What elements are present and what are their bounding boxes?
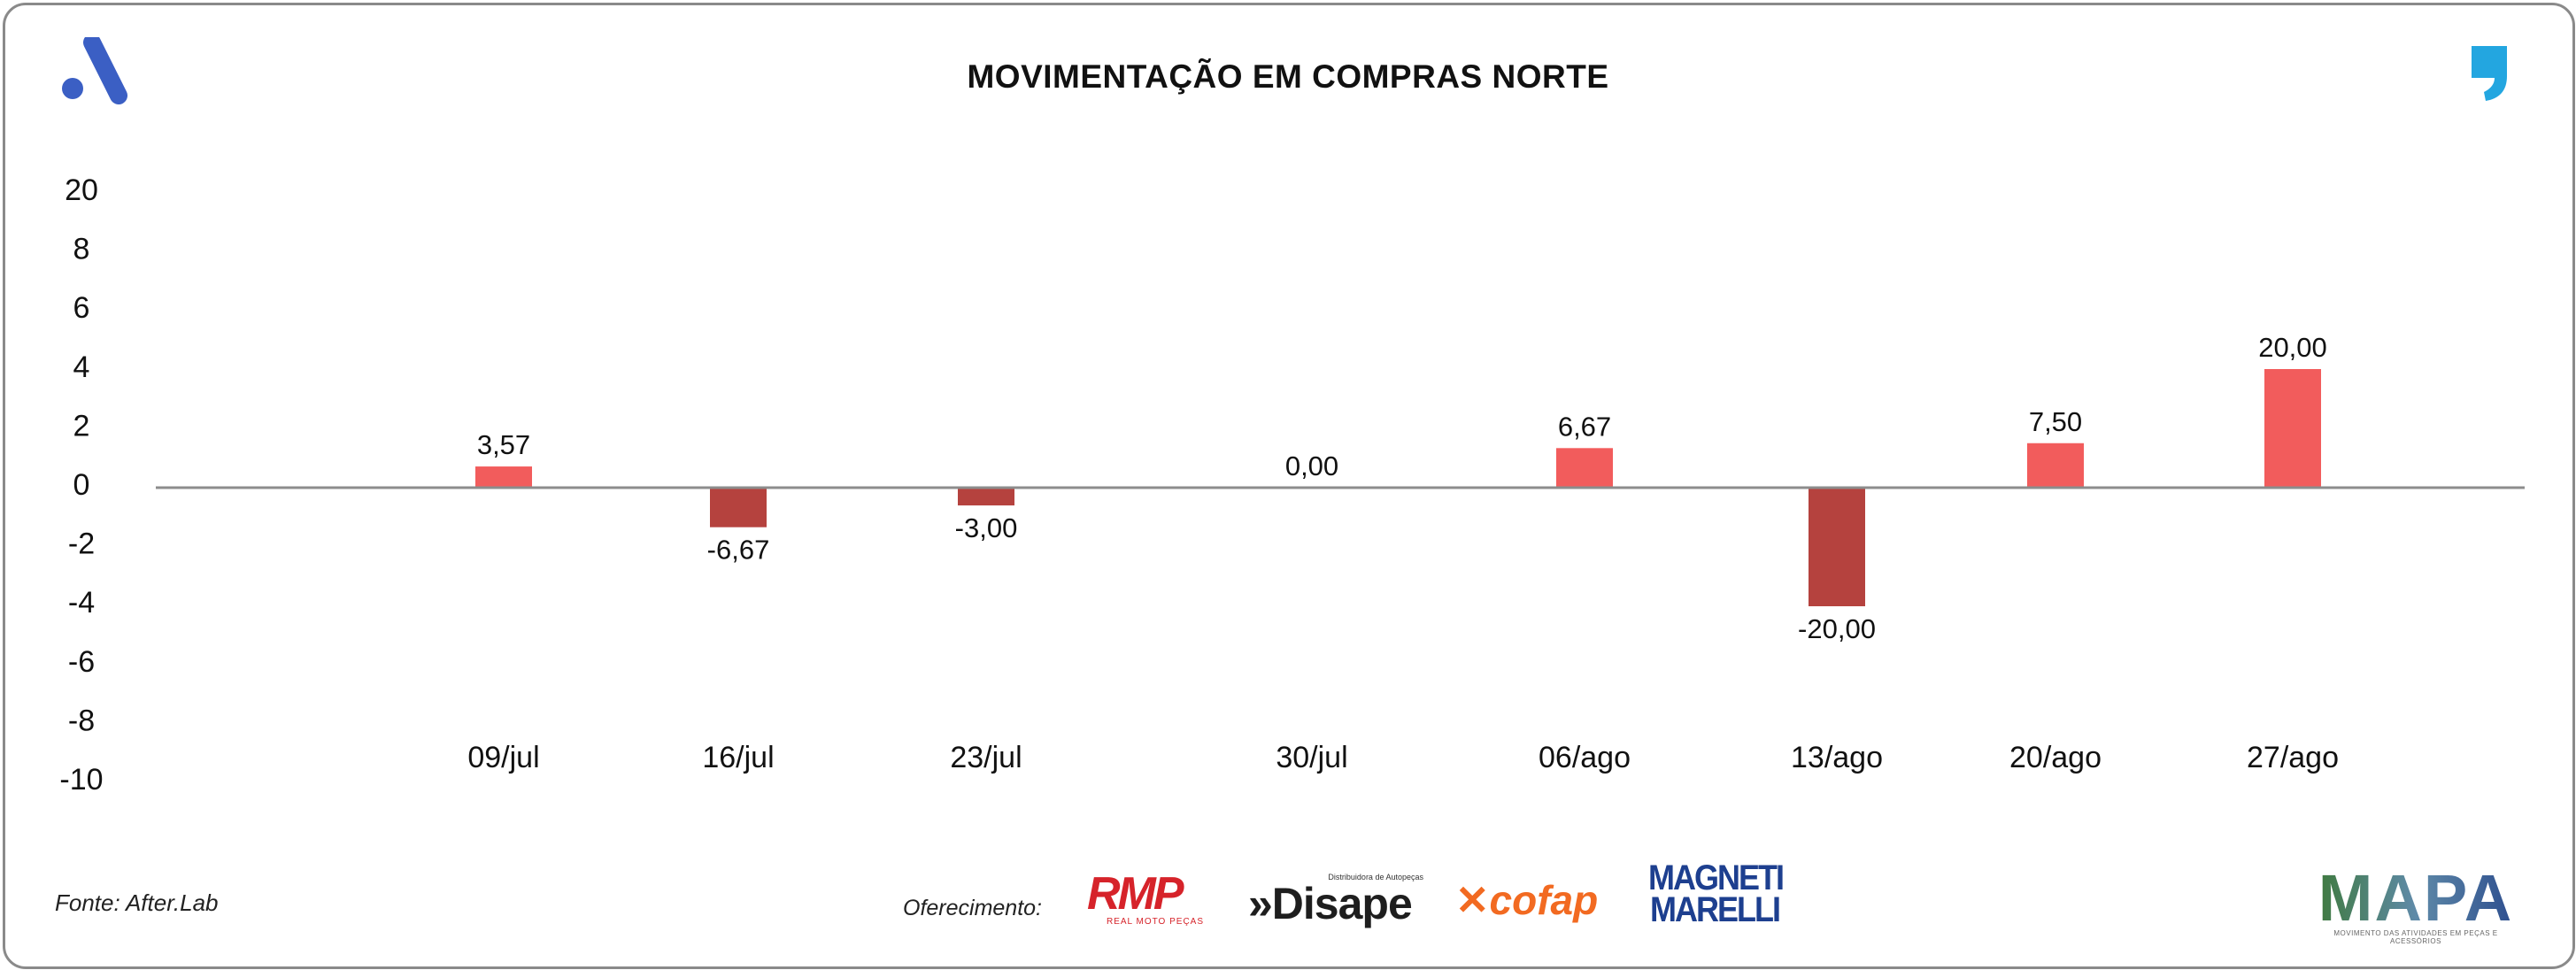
x-axis-labels: 09/jul 16/jul 23/jul 30/jul 06/ago 13/ago 20/a… bbox=[467, 741, 2339, 774]
y-tick-label: 20 bbox=[65, 173, 98, 207]
data-label: 20,00 bbox=[2258, 332, 2327, 363]
bar bbox=[2264, 369, 2321, 488]
data-label: 0,00 bbox=[1285, 450, 1338, 481]
magneti-marelli-logo: MAGNETI MARELLI bbox=[1648, 857, 1785, 929]
y-tick-label: 8 bbox=[73, 233, 90, 266]
data-label: -20,00 bbox=[1798, 613, 1876, 644]
rmp-logo-text: RMP bbox=[1087, 868, 1184, 920]
chart-title: MOVIMENTAÇÃO EM COMPRAS NORTE bbox=[967, 58, 1609, 95]
bar bbox=[1556, 448, 1613, 488]
x-tick-label: 13/ago bbox=[1791, 741, 1883, 774]
data-labels: 3,57 -6,67 -3,00 0,00 6,67 -20,00 7,50 20,00 bbox=[477, 332, 2327, 644]
y-tick-label: -10 bbox=[59, 763, 103, 797]
mapa-logo-text: MAPA bbox=[2318, 861, 2514, 935]
mapa-logo-subtext: MOVIMENTO DAS ATIVIDADES EM PEÇAS E ACES… bbox=[2333, 929, 2498, 945]
cofap-x-icon: ✕ bbox=[1455, 877, 1490, 923]
bar bbox=[475, 466, 532, 488]
mapa-logo: MAPA MOVIMENTO DAS ATIVIDADES EM PEÇAS E… bbox=[2318, 861, 2514, 946]
y-tick-label: 2 bbox=[73, 409, 90, 443]
bar-series bbox=[475, 369, 2321, 606]
x-tick-label: 30/jul bbox=[1276, 741, 1347, 774]
x-tick-label: 23/jul bbox=[950, 741, 1022, 774]
y-tick-label: 6 bbox=[73, 291, 90, 325]
cofap-logo-text: cofap bbox=[1489, 877, 1599, 923]
x-tick-label: 20/ago bbox=[2009, 741, 2102, 774]
bar bbox=[2027, 443, 2084, 488]
sponsor-label: Oferecimento: bbox=[903, 896, 1043, 920]
y-tick-label: 4 bbox=[73, 350, 90, 384]
data-label: 3,57 bbox=[477, 429, 530, 460]
rmp-logo-subtext: REAL MOTO PEÇAS bbox=[1106, 917, 1205, 927]
y-tick-label: -8 bbox=[68, 704, 95, 737]
x-tick-label: 06/ago bbox=[1539, 741, 1631, 774]
y-tick-label: -6 bbox=[68, 645, 95, 679]
x-tick-label: 09/jul bbox=[467, 741, 539, 774]
rmp-logo: RMP REAL MOTO PEÇAS bbox=[1087, 871, 1223, 929]
data-label: -6,67 bbox=[707, 535, 770, 566]
bar bbox=[958, 488, 1014, 506]
disape-logo-text: »Disape bbox=[1248, 879, 1413, 928]
marelli-text: MARELLI bbox=[1650, 889, 1781, 929]
data-label: 7,50 bbox=[2029, 406, 2082, 437]
y-tick-label: 0 bbox=[73, 468, 90, 502]
magneti-text: MAGNETI bbox=[1648, 857, 1785, 897]
data-label: 6,67 bbox=[1558, 411, 1611, 442]
cofap-logo: ✕cofap bbox=[1455, 876, 1632, 923]
disape-logo-subtext: Distribuidora de Autopeças bbox=[1328, 873, 1423, 881]
source-note: Fonte: After.Lab bbox=[55, 889, 219, 916]
bar bbox=[1809, 488, 1865, 606]
x-tick-label: 27/ago bbox=[2247, 741, 2339, 774]
chart-frame bbox=[3, 3, 2575, 969]
quote-mark-icon bbox=[2472, 46, 2507, 101]
disape-logo: Distribuidora de Autopeças »Disape bbox=[1248, 873, 1431, 926]
y-tick-label: -2 bbox=[68, 527, 95, 561]
bar bbox=[710, 488, 767, 527]
y-tick-label: -4 bbox=[68, 586, 95, 620]
x-tick-label: 16/jul bbox=[702, 741, 774, 774]
brand-logo-icon bbox=[62, 37, 127, 104]
data-label: -3,00 bbox=[955, 512, 1018, 543]
